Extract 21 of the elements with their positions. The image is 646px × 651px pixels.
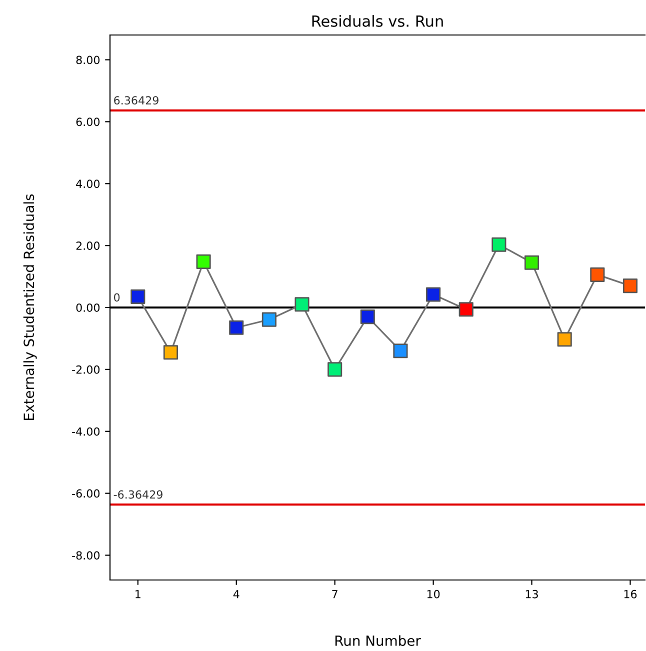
y-tick-label: 2.00: [76, 242, 100, 250]
chart-title: Residuals vs. Run: [312, 15, 443, 27]
x-tick-label: 10: [427, 590, 440, 598]
y-tick-label: 4.00: [76, 180, 100, 188]
y-tick-label: -4.00: [72, 427, 100, 436]
ref-line-label: -6.36429: [114, 490, 162, 499]
x-tick-label: 13: [526, 590, 538, 598]
ref-line-label: 0: [114, 293, 120, 302]
y-tick-label: -6.00: [72, 489, 100, 498]
ref-line-label: 6.36429: [114, 96, 158, 105]
y-tick-label: 6.00: [76, 118, 100, 126]
y-tick-label: 0.00: [76, 303, 100, 312]
x-axis-title: Run Number: [335, 635, 421, 646]
x-tick-label: 4: [233, 590, 240, 598]
y-tick-label: -8.00: [72, 551, 100, 560]
y-tick-label: -2.00: [72, 365, 100, 374]
x-tick-label: 1: [136, 590, 140, 598]
x-tick-label: 7: [332, 590, 338, 598]
y-tick-label: 8.00: [76, 56, 100, 64]
x-tick-label: 16: [624, 590, 637, 598]
y-axis-title: Externally Studentized Residuals: [23, 194, 37, 420]
